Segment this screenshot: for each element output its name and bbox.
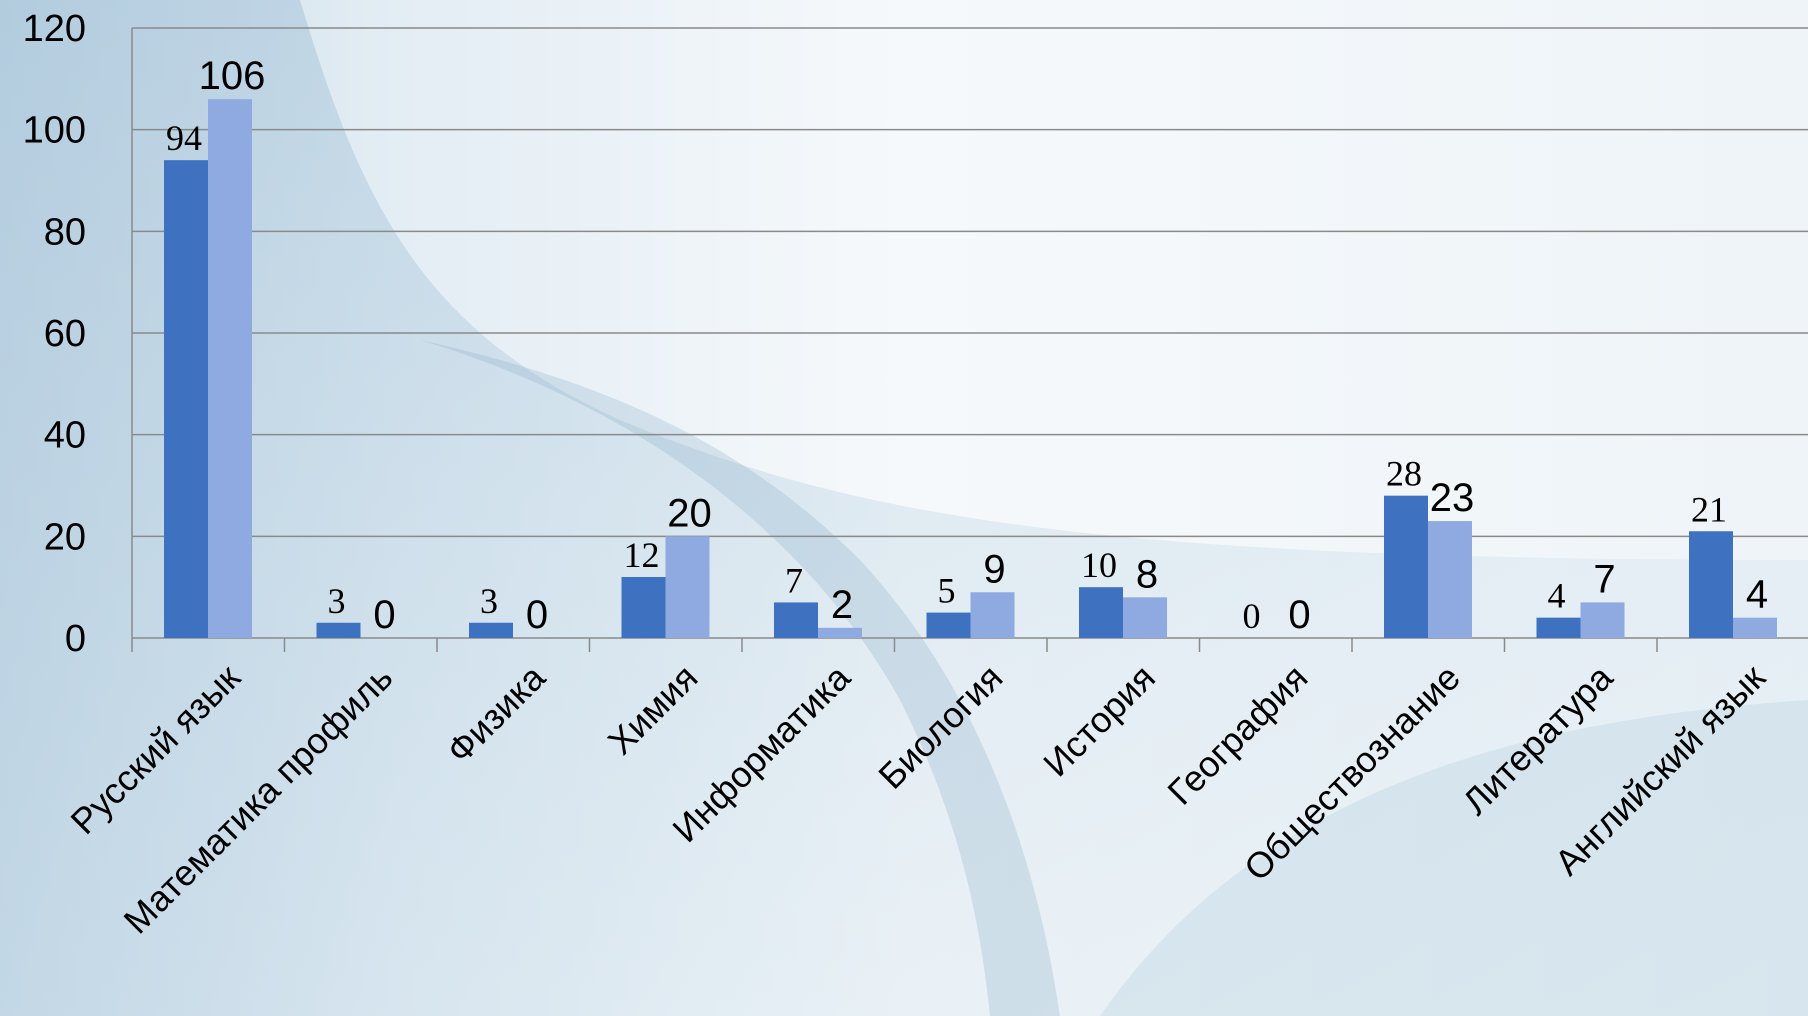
bar-series-2 xyxy=(1428,521,1472,638)
y-axis-ticks: 0 20 40 60 80 100 120 xyxy=(23,8,86,660)
y-tick-label: 80 xyxy=(44,211,86,253)
data-label: 0 xyxy=(373,593,395,637)
bar-series-1 xyxy=(164,160,208,638)
data-label: 4 xyxy=(1548,576,1566,616)
bar-series-2 xyxy=(1580,602,1625,638)
bar-series-2 xyxy=(1733,617,1777,638)
y-tick-label: 40 xyxy=(44,415,86,457)
bar-series-1 xyxy=(1384,495,1428,638)
y-tick-label: 0 xyxy=(65,618,86,660)
bar-series-1 xyxy=(469,622,513,638)
bar-series-1 xyxy=(1689,531,1733,638)
bar-series-2 xyxy=(208,99,252,638)
data-label: 0 xyxy=(1288,593,1310,637)
data-label: 3 xyxy=(480,581,498,621)
data-label: 12 xyxy=(624,535,660,575)
data-label: 9 xyxy=(983,547,1005,591)
bar-series-1 xyxy=(621,577,666,638)
bar-series-2 xyxy=(970,592,1015,638)
y-tick-label: 100 xyxy=(23,110,86,152)
bars xyxy=(164,99,1777,638)
bar-series-1 xyxy=(774,602,818,638)
data-label: 10 xyxy=(1081,545,1117,585)
data-label: 0 xyxy=(1243,596,1261,636)
data-label: 5 xyxy=(938,571,956,611)
y-tick-label: 20 xyxy=(44,516,86,558)
data-label: 8 xyxy=(1136,552,1158,596)
gridlines xyxy=(131,27,1808,652)
y-tick-label: 60 xyxy=(44,313,86,355)
y-tick-label: 120 xyxy=(23,8,86,50)
data-label: 7 xyxy=(1593,557,1615,601)
bar-series-1 xyxy=(1079,587,1123,638)
data-label: 7 xyxy=(785,560,803,600)
data-label: 4 xyxy=(1746,573,1768,617)
bar-series-2 xyxy=(1123,597,1167,638)
bar-series-2 xyxy=(665,536,710,638)
data-label: 21 xyxy=(1691,489,1727,529)
data-label: 94 xyxy=(166,118,202,158)
data-label: 20 xyxy=(667,491,712,535)
bar-series-1 xyxy=(926,612,971,638)
data-label: 106 xyxy=(199,54,266,98)
bar-series-2 xyxy=(818,627,862,638)
data-label: 2 xyxy=(831,583,853,627)
bar-series-1 xyxy=(316,622,361,638)
data-label: 23 xyxy=(1430,476,1475,520)
data-label: 0 xyxy=(526,593,548,637)
bar-series-1 xyxy=(1536,617,1581,638)
data-label: 28 xyxy=(1386,454,1422,494)
data-label: 3 xyxy=(328,581,346,621)
